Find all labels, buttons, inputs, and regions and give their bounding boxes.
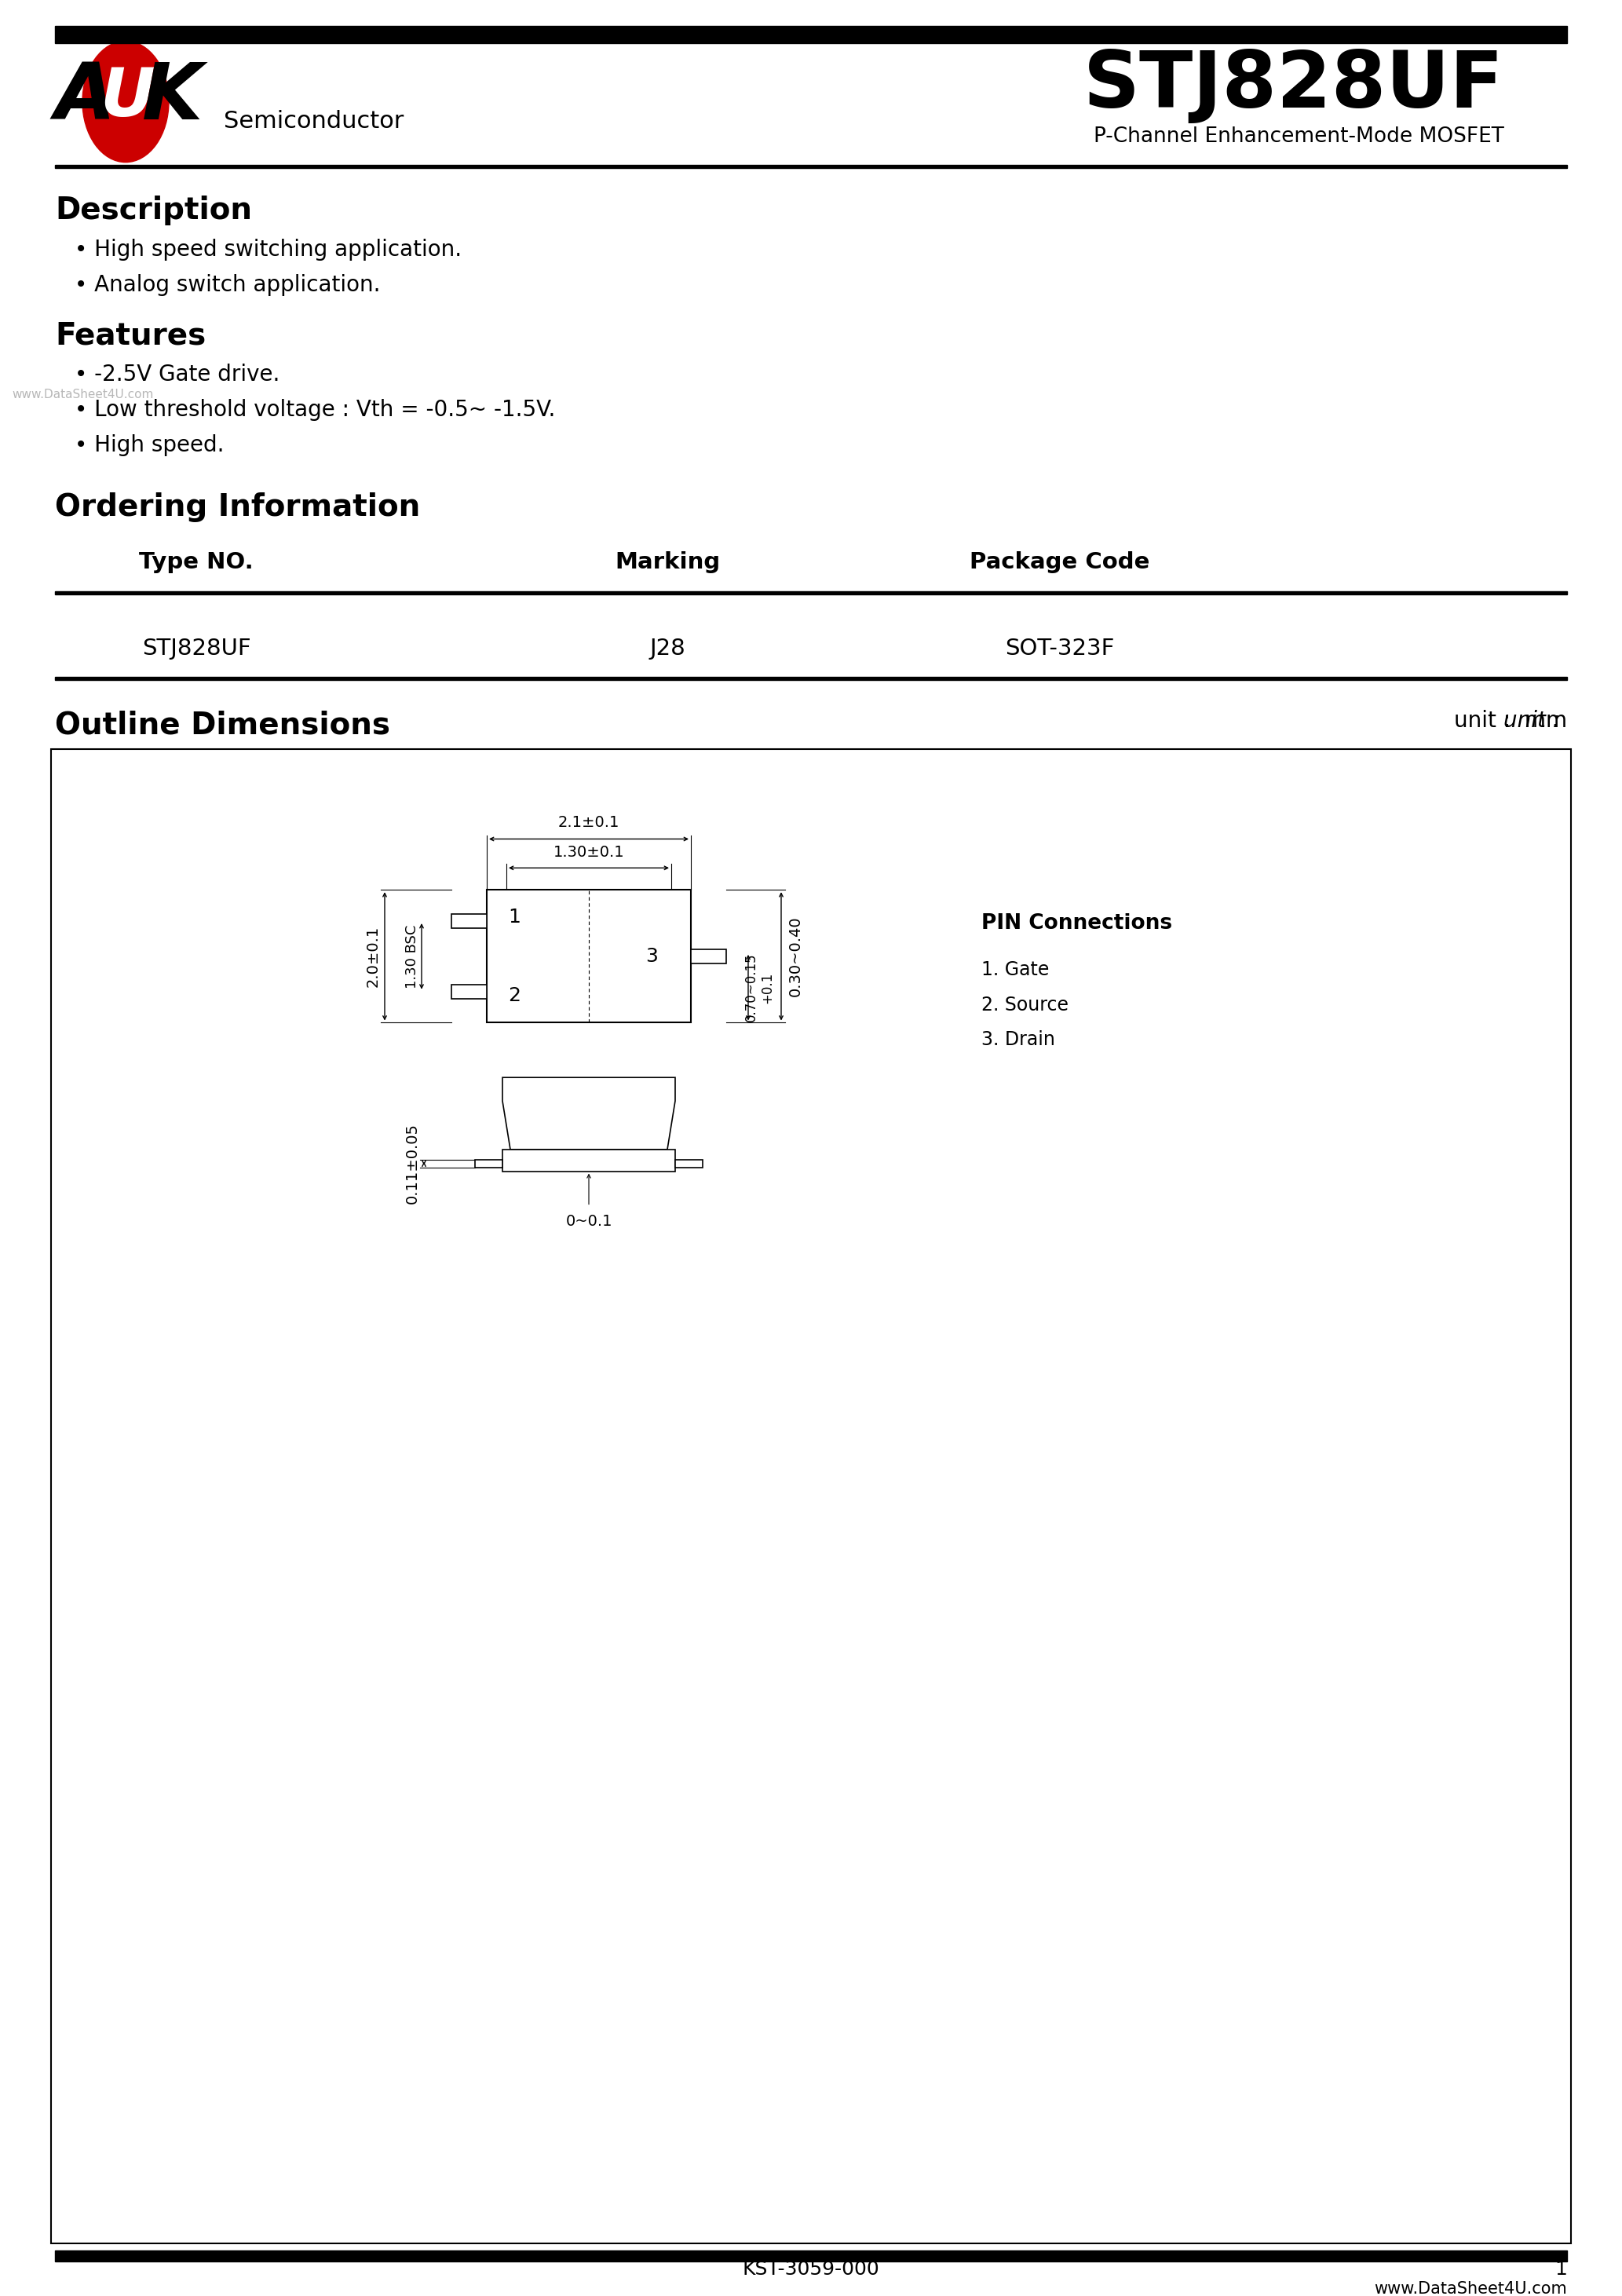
Text: SOT-323F: SOT-323F [1006, 638, 1114, 659]
Text: • -2.5V Gate drive.: • -2.5V Gate drive. [75, 363, 279, 386]
Text: Marking: Marking [615, 551, 720, 574]
Text: 0~0.1: 0~0.1 [566, 1215, 611, 1228]
Text: Features: Features [55, 321, 206, 351]
Bar [475, 1159, 503, 1166]
Text: • Analog switch application.: • Analog switch application. [75, 273, 381, 296]
Text: Ordering Information: Ordering Information [55, 494, 420, 523]
Text: Outline Dimensions: Outline Dimensions [55, 709, 391, 739]
Text: PIN Connections: PIN Connections [981, 914, 1173, 934]
Text: 1.30±0.1: 1.30±0.1 [553, 845, 624, 861]
Text: 3. Drain: 3. Drain [981, 1031, 1054, 1049]
Text: Package Code: Package Code [970, 551, 1150, 574]
Text: U: U [101, 64, 154, 131]
Text: 1.30 BSC: 1.30 BSC [406, 925, 418, 987]
Bar [691, 948, 727, 964]
Bar [451, 914, 487, 928]
Text: www.DataSheet4U.com: www.DataSheet4U.com [11, 388, 154, 402]
Bar [55, 2250, 1567, 2262]
Text: 0.30~0.40: 0.30~0.40 [788, 916, 803, 996]
Text: unit :: unit : [1504, 709, 1567, 732]
Text: 2: 2 [508, 985, 521, 1006]
Bar [55, 590, 1567, 595]
Text: Description: Description [55, 195, 251, 225]
Text: 1. Gate: 1. Gate [981, 960, 1049, 978]
Bar [55, 677, 1567, 680]
Bar [50, 748, 1572, 2243]
Bar [487, 891, 691, 1022]
Bar [55, 165, 1567, 168]
Text: 2.0±0.1: 2.0±0.1 [365, 925, 381, 987]
Text: KST-3059-000: KST-3059-000 [743, 2259, 879, 2278]
Text: 1: 1 [508, 907, 521, 928]
Text: • High speed.: • High speed. [75, 434, 224, 457]
Polygon shape [503, 1077, 675, 1150]
Text: • Low threshold voltage : Vth = -0.5~ -1.5V.: • Low threshold voltage : Vth = -0.5~ -1… [75, 400, 555, 420]
Text: Semiconductor: Semiconductor [224, 110, 404, 133]
Text: • High speed switching application.: • High speed switching application. [75, 239, 462, 259]
Text: 3: 3 [646, 946, 659, 967]
Bar [55, 25, 1567, 44]
Text: 0.11±0.05: 0.11±0.05 [406, 1123, 420, 1203]
Ellipse shape [83, 41, 169, 163]
Text: J28: J28 [649, 638, 684, 659]
Text: A: A [55, 60, 115, 135]
Text: STJ828UF: STJ828UF [141, 638, 251, 659]
Text: 2. Source: 2. Source [981, 996, 1069, 1015]
Text: K: K [143, 60, 203, 135]
Bar [675, 1159, 702, 1166]
Bar [503, 1150, 675, 1171]
Text: 1: 1 [1554, 2259, 1567, 2278]
Text: unit :  mm: unit : mm [1453, 709, 1567, 732]
Text: 0.70~0.15
+0.1: 0.70~0.15 +0.1 [744, 953, 774, 1022]
Bar [451, 985, 487, 999]
Text: Type NO.: Type NO. [139, 551, 253, 574]
Text: www.DataSheet4U.com: www.DataSheet4U.com [1374, 2280, 1567, 2296]
Text: STJ828UF: STJ828UF [1083, 48, 1504, 124]
Text: 2.1±0.1: 2.1±0.1 [558, 815, 620, 829]
Text: P-Channel Enhancement-Mode MOSFET: P-Channel Enhancement-Mode MOSFET [1093, 126, 1504, 147]
